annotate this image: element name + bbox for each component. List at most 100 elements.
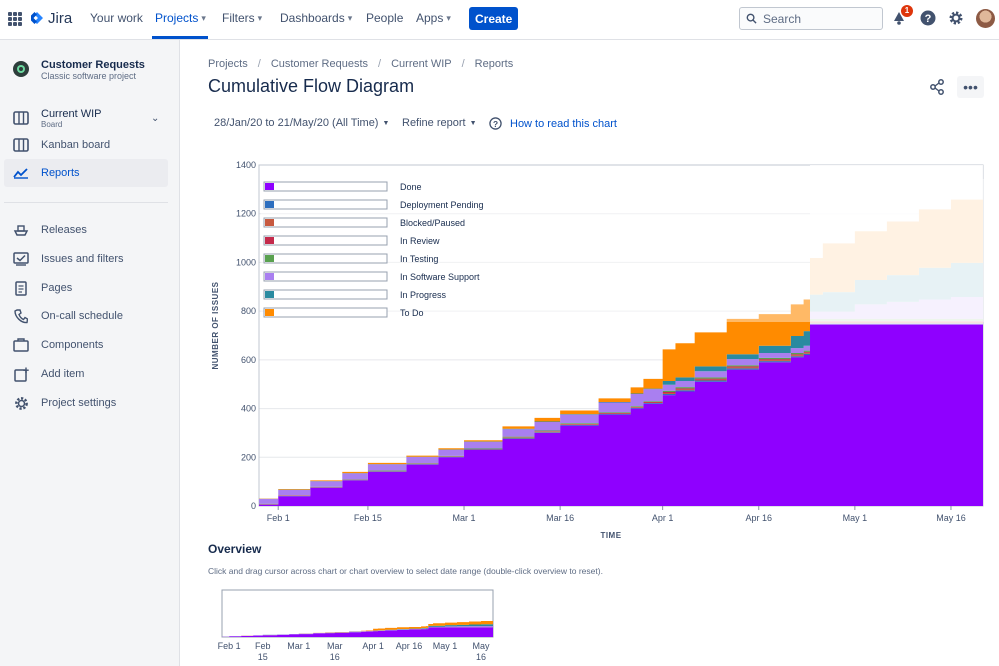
notification-badge: 1 [901,5,913,17]
sidebar-item-components[interactable]: Components [4,331,168,359]
x-tick-label: Feb 15 [354,513,382,523]
add-item-icon [13,366,29,382]
legend-label: Done [400,182,422,192]
breadcrumb-projects[interactable]: Projects [208,58,248,70]
reports-chart-icon [13,165,29,181]
chevron-down-icon: ▾ [446,12,451,23]
y-tick-label: 0 [251,501,256,511]
how-to-read-link[interactable]: ? How to read this chart [489,117,617,130]
nav-projects[interactable]: Projects ▾ [155,11,206,25]
overview-x-tick-label: Apr 16 [396,641,423,651]
nav-dashboards[interactable]: Dashboards ▾ [280,11,352,25]
series-area-in-progress [259,258,983,499]
user-avatar[interactable] [976,9,995,28]
caret-down-icon: ▼ [469,119,477,127]
board-selector[interactable]: Current WIP Board ⌄ [4,103,168,133]
series-area-blocked-paused [259,322,983,505]
faded-region [810,165,983,325]
date-range-value: 28/Jan/20 to 21/May/20 (All Time) [214,117,379,129]
nav-label: People [366,11,404,25]
sidebar-item-label: Releases [41,224,87,236]
legend-swatch [265,309,274,316]
series-area-done [259,324,983,506]
settings-gear-icon [13,395,29,411]
overview-series-area [222,627,493,637]
overview-x-tick-label-line2: 16 [476,652,486,662]
series-area-deployment-pending [259,323,983,505]
x-tick-label: May 16 [936,513,966,523]
x-tick-label: Mar 16 [546,513,574,523]
sidebar-item-kanban-board[interactable]: Kanban board [4,131,168,159]
sidebar-item-label: Project settings [41,397,117,409]
overview-x-tick-label-line2: 16 [330,652,340,662]
overview-series-area [222,624,493,637]
overview-series-area [222,627,493,637]
create-button[interactable]: Create [469,7,518,30]
overview-x-tick-label: Mar 1 [287,641,310,651]
overview-series-area [222,625,493,637]
sidebar-item-add-item[interactable]: Add item [4,360,168,388]
share-icon[interactable] [929,79,945,95]
search-icon [746,13,757,24]
overview-title: Overview [208,542,262,556]
settings-gear-icon[interactable] [948,10,964,26]
overview-x-tick-label: May 1 [433,641,458,651]
top-navigation: Jira Your work Projects ▾ Filters ▾ Dash… [0,0,999,40]
legend-label: In Review [400,236,440,246]
chevron-down-icon: ▾ [347,12,353,23]
y-tick-label: 400 [241,404,256,414]
sidebar-item-pages[interactable]: Pages [4,274,168,302]
y-tick-label: 1000 [236,257,256,267]
active-nav-indicator [152,36,208,39]
notifications-icon[interactable] [891,10,907,26]
x-tick-label: Apr 1 [652,513,674,523]
series-area-in-testing [259,318,983,505]
y-tick-label: 200 [241,452,256,462]
board-subtitle: Board [41,119,63,129]
nav-label: Filters [222,11,255,25]
nav-your-work[interactable]: Your work [90,11,143,25]
breadcrumb-current-wip[interactable]: Current WIP [391,58,452,70]
project-sidebar: Customer Requests Classic software proje… [0,40,180,666]
project-name: Customer Requests [41,59,145,71]
legend-swatch [265,237,274,244]
refine-report-label: Refine report [402,117,466,129]
sidebar-item-reports[interactable]: Reports [4,159,168,187]
issues-icon [13,251,29,267]
legend-label: In Software Support [400,272,480,282]
legend-background [261,179,999,322]
legend-swatch-frame [263,199,388,210]
more-actions-button[interactable]: ••• [957,76,984,98]
search-input[interactable]: Search [739,7,883,30]
project-type: Classic software project [41,71,137,81]
app-switcher-icon[interactable] [8,12,22,26]
sidebar-item-on-call-schedule[interactable]: On-call schedule [4,302,168,330]
help-icon[interactable]: ? [920,10,936,26]
series-area-in-review [259,320,983,505]
legend-swatch [265,219,274,226]
legend-swatch-frame [263,253,388,264]
sidebar-item-issues-and-filters[interactable]: Issues and filters [4,245,168,273]
nav-filters[interactable]: Filters ▾ [222,11,262,25]
svg-text:?: ? [925,13,932,25]
jira-logo[interactable]: Jira [30,10,72,27]
legend-swatch [265,273,274,280]
y-tick-label: 1400 [236,160,256,170]
legend-swatch-frame [263,217,388,228]
chart-legend: Done Deployment Pending Blocked/Paused In R… [261,179,999,322]
nav-apps[interactable]: Apps ▾ [416,11,451,25]
overview-x-tick-label: Mar [327,641,343,651]
nav-people[interactable]: People [366,11,403,25]
sidebar-item-project-settings[interactable]: Project settings [4,389,168,417]
legend-swatch-frame [263,181,388,192]
breadcrumb-reports[interactable]: Reports [474,58,514,70]
sidebar-item-releases[interactable]: Releases [4,216,168,244]
project-avatar-icon [13,61,29,77]
breadcrumb-customer-requests[interactable]: Customer Requests [270,58,369,70]
help-link-label: How to read this chart [510,117,617,130]
plot-border [258,164,984,507]
overview-description: Click and drag cursor across chart or ch… [208,566,603,576]
date-range-dropdown[interactable]: 28/Jan/20 to 21/May/20 (All Time) ▼ [214,117,389,129]
legend-swatch-frame [263,235,388,246]
refine-report-dropdown[interactable]: Refine report ▼ [402,117,477,129]
